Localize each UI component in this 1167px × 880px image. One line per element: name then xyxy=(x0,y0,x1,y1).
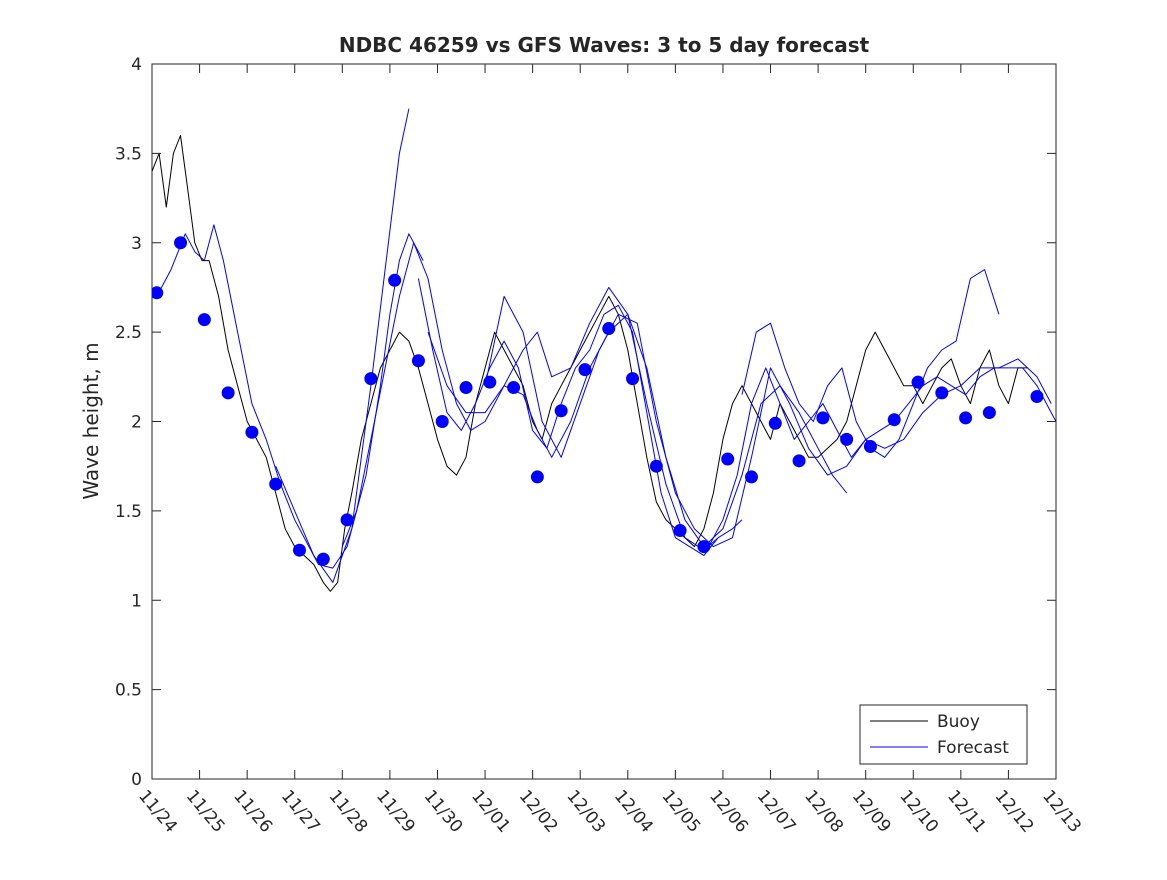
forecast-marker xyxy=(673,524,687,538)
forecast-series-line-7 xyxy=(341,242,848,548)
forecast-series-line-2 xyxy=(417,278,719,557)
forecast-marker xyxy=(1030,389,1044,403)
forecast-marker xyxy=(483,375,497,389)
y-tick-label: 4 xyxy=(131,55,142,75)
y-tick-label: 1 xyxy=(131,591,142,611)
buoy-series-line xyxy=(152,135,1028,592)
legend-buoy-label: Buoy xyxy=(937,712,980,732)
forecast-series-line-3 xyxy=(708,367,1056,547)
forecast-marker xyxy=(554,404,568,418)
forecast-marker xyxy=(388,273,402,287)
legend-forecast-label: Forecast xyxy=(937,738,1009,758)
forecast-series-line-8 xyxy=(484,295,1052,548)
legend: Buoy Forecast xyxy=(859,704,1028,765)
forecast-marker xyxy=(840,432,854,446)
y-tick-label: 0 xyxy=(131,770,142,790)
forecast-marker xyxy=(816,411,830,425)
forecast-marker xyxy=(768,416,782,430)
forecast-marker xyxy=(197,313,211,327)
y-tick-label: 2 xyxy=(131,413,142,433)
y-tick-label: 3.5 xyxy=(115,144,142,164)
forecast-marker xyxy=(530,470,544,484)
forecast-marker xyxy=(459,381,473,395)
forecast-marker xyxy=(911,375,925,389)
forecast-marker xyxy=(863,440,877,454)
forecast-marker xyxy=(744,470,758,484)
forecast-marker xyxy=(269,477,283,491)
forecast-series-line-1 xyxy=(156,224,424,569)
y-axis-label: Wave height, m xyxy=(79,342,103,499)
forecast-marker xyxy=(364,372,378,386)
forecast-marker xyxy=(152,286,164,300)
forecast-marker xyxy=(649,459,663,473)
forecast-marker xyxy=(721,452,735,466)
chart-title: NDBC 46259 vs GFS Waves: 3 to 5 day fore… xyxy=(339,33,870,57)
forecast-marker xyxy=(292,543,306,557)
forecast-marker xyxy=(221,386,235,400)
forecast-series-line-4 xyxy=(275,108,410,583)
legend-box xyxy=(859,704,1028,765)
plot-area xyxy=(151,63,1057,780)
y-tick-label: 2.5 xyxy=(115,323,142,343)
forecast-marker xyxy=(935,386,949,400)
forecast-marker xyxy=(887,413,901,427)
forecast-marker xyxy=(792,454,806,468)
forecast-marker xyxy=(340,513,354,527)
forecast-marker xyxy=(578,363,592,377)
forecast-marker xyxy=(174,236,188,250)
y-tick-label: 0.5 xyxy=(115,681,142,701)
forecast-marker xyxy=(245,425,259,439)
y-tick-label: 3 xyxy=(131,234,142,254)
forecast-marker xyxy=(697,540,711,554)
y-tick-label: 1.5 xyxy=(115,502,142,522)
forecast-marker xyxy=(982,406,996,420)
forecast-marker xyxy=(411,354,425,368)
forecast-marker xyxy=(626,372,640,386)
forecast-marker xyxy=(602,322,616,336)
forecast-marker xyxy=(959,411,973,425)
forecast-marker xyxy=(507,381,521,395)
series-layer xyxy=(152,108,1056,592)
forecast-marker xyxy=(435,415,449,428)
forecast-marker xyxy=(316,552,330,566)
